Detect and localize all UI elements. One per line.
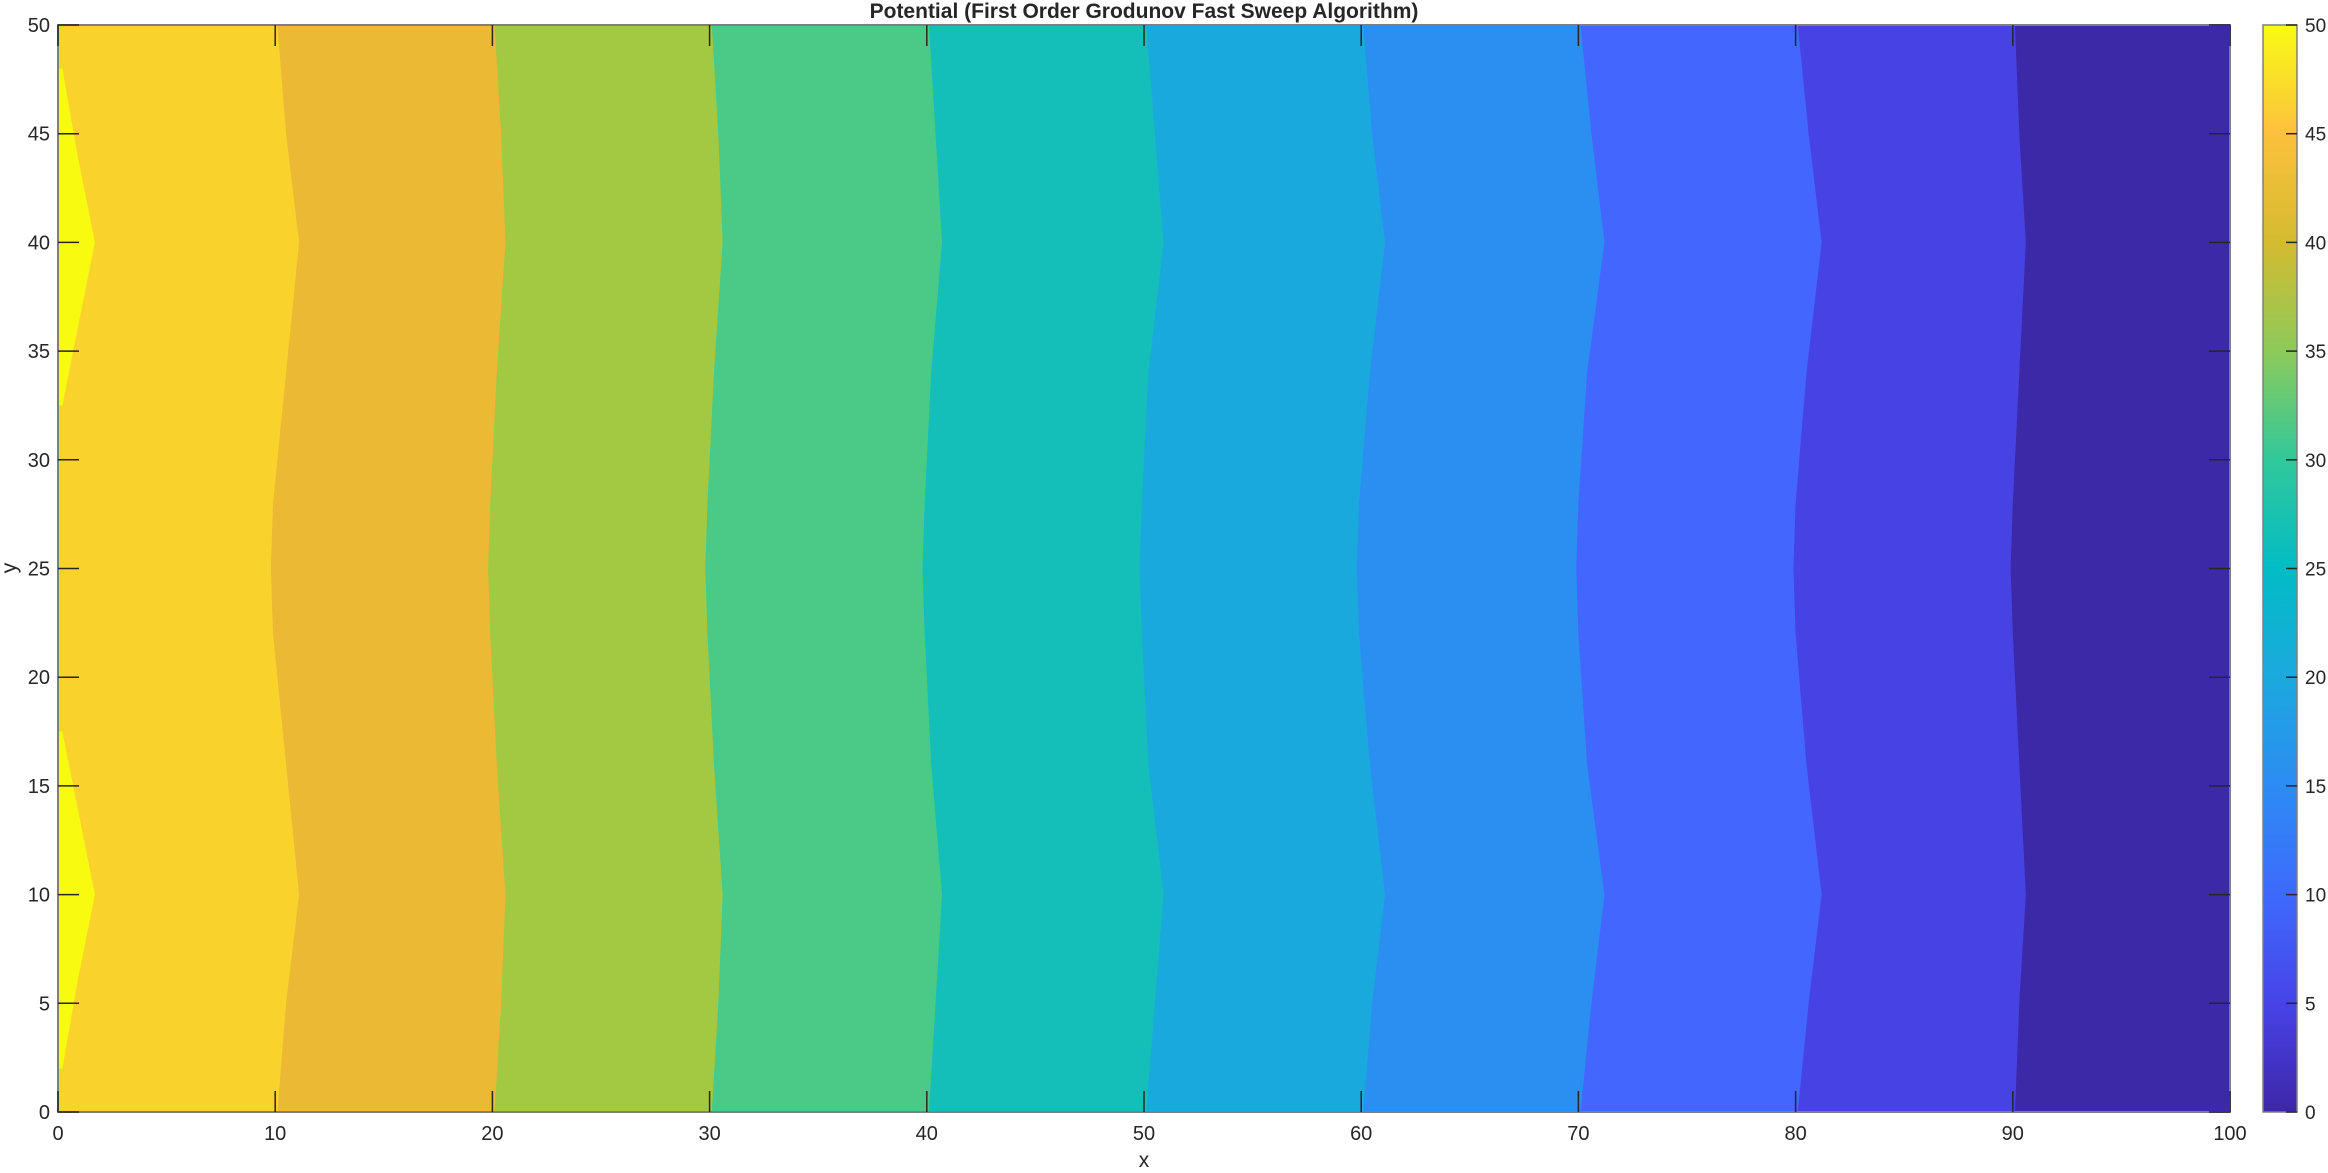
y-tick-label: 30: [28, 450, 50, 472]
y-tick-label: 40: [28, 232, 50, 254]
x-tick-label: 10: [264, 1123, 286, 1145]
colorbar-tick-label: 15: [2305, 777, 2326, 798]
x-tick-label: 30: [698, 1123, 720, 1145]
axes: 0 10 20 30 40 50 60 70 80 90 100 0 5 10 15 20 25 30 35 40 45…: [28, 15, 2247, 1145]
x-tick-label: 20: [481, 1123, 503, 1145]
y-tick-label: 5: [39, 993, 50, 1015]
y-tick-label: 50: [28, 15, 50, 37]
colorbar-tick-label: 5: [2305, 994, 2316, 1015]
x-tick-label: 90: [2002, 1123, 2024, 1145]
colorbar: 0 5 10 15 20 25 30 35 40 45 50: [2262, 16, 2326, 1124]
x-tick-label: 0: [52, 1123, 63, 1145]
colorbar-tick-label: 20: [2305, 668, 2326, 689]
x-tick-label: 40: [916, 1123, 938, 1145]
colorbar-tick-label: 10: [2305, 886, 2326, 907]
y-tick-label: 20: [28, 667, 50, 689]
colorbar-tick-label: 50: [2305, 16, 2326, 37]
y-tick-label: 15: [28, 776, 50, 798]
y-axis-label: y: [0, 562, 21, 573]
x-tick-label: 60: [1350, 1123, 1372, 1145]
colorbar-tick-label: 0: [2305, 1103, 2316, 1124]
y-tick-label: 35: [28, 341, 50, 363]
y-tick-label: 10: [28, 885, 50, 907]
colorbar-tick-label: 35: [2305, 342, 2326, 363]
y-tick-label: 25: [28, 559, 50, 581]
x-tick-label: 70: [1567, 1123, 1589, 1145]
peak-region: [58, 731, 95, 1069]
colorbar-tick-label: 30: [2305, 451, 2326, 472]
contour-band: [2010, 25, 2230, 1112]
colorbar-tick-label: 25: [2305, 560, 2326, 581]
y-tick-label: 0: [39, 1102, 50, 1124]
peak-region: [58, 68, 95, 406]
colorbar-tick-label: 40: [2305, 233, 2326, 254]
x-tick-label: 80: [1784, 1123, 1806, 1145]
colorbar-tick-label: 45: [2305, 125, 2326, 146]
x-tick-label: 100: [2213, 1123, 2246, 1145]
y-tick-label: 45: [28, 124, 50, 146]
plot-area: [58, 25, 2231, 1112]
x-axis-label: x: [1139, 1149, 1150, 1168]
x-tick-label: 50: [1133, 1123, 1155, 1145]
chart-title: Potential (First Order Grodunov Fast Swe…: [870, 0, 1419, 23]
